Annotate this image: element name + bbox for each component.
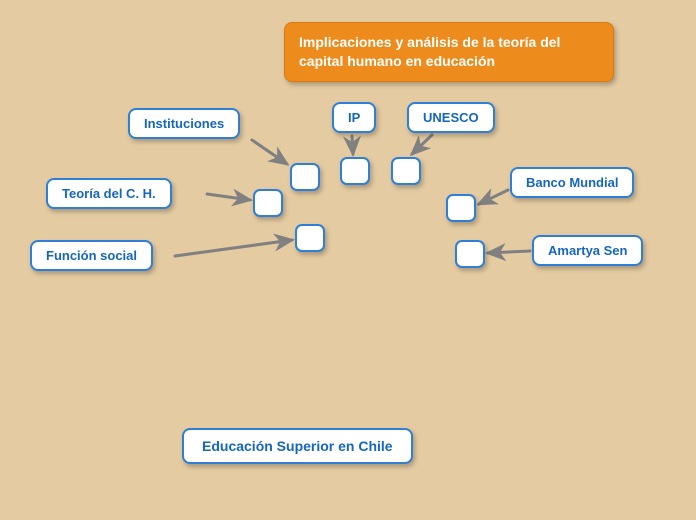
node-banco[interactable]: Banco Mundial — [510, 167, 634, 198]
node-label: IP — [348, 110, 360, 125]
node-label: Teoría del C. H. — [62, 186, 156, 201]
blank-node[interactable] — [455, 240, 485, 268]
node-teoria[interactable]: Teoría del C. H. — [46, 178, 172, 209]
node-label: Banco Mundial — [526, 175, 618, 190]
root-label: Implicaciones y análisis de la teoría de… — [299, 33, 599, 71]
blank-node[interactable] — [340, 157, 370, 185]
node-ip[interactable]: IP — [332, 102, 376, 133]
node-label: Educación Superior en Chile — [202, 438, 393, 454]
blank-node[interactable] — [253, 189, 283, 217]
node-label: UNESCO — [423, 110, 479, 125]
node-bottom[interactable]: Educación Superior en Chile — [182, 428, 413, 464]
node-label: Función social — [46, 248, 137, 263]
node-instituciones[interactable]: Instituciones — [128, 108, 240, 139]
node-amartya[interactable]: Amartya Sen — [532, 235, 643, 266]
node-funcion[interactable]: Función social — [30, 240, 153, 271]
node-unesco[interactable]: UNESCO — [407, 102, 495, 133]
blank-node[interactable] — [446, 194, 476, 222]
mindmap-canvas: { "diagram": { "type": "mindmap", "backg… — [0, 0, 696, 520]
blank-node[interactable] — [295, 224, 325, 252]
blank-node[interactable] — [290, 163, 320, 191]
node-label: Amartya Sen — [548, 243, 627, 258]
root-node[interactable]: Implicaciones y análisis de la teoría de… — [284, 22, 614, 82]
node-label: Instituciones — [144, 116, 224, 131]
blank-node[interactable] — [391, 157, 421, 185]
